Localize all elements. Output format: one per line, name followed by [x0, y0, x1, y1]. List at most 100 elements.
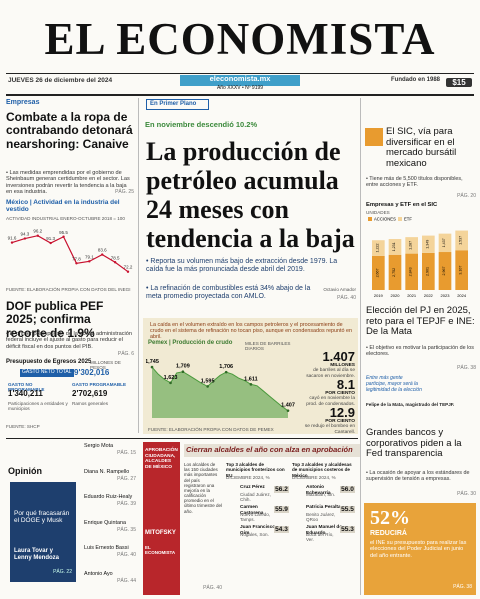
columnist-name: Luis Ernesto Bassi [84, 545, 129, 551]
opinion-title: Por qué fracasarán el DOGE y Musk [14, 510, 70, 525]
bar-label: 1,437 [442, 238, 446, 247]
budget-unit: MILLONES DE PESOS [90, 360, 121, 371]
bar-chart: ACCIONES ETF 2,667 1,222 2019 2,752 1,231 2020 2… [368, 217, 468, 298]
promo-text: el INE su presupuesto para realizar las … [370, 540, 467, 559]
bar-segment [372, 255, 385, 290]
mayor-city: Ciudad Juárez, Chih. [240, 492, 271, 503]
bar-label: 3,107 [459, 266, 463, 275]
page-ref: PÁG. 6 [117, 351, 134, 357]
point [75, 262, 78, 265]
bar-segment [405, 253, 418, 290]
mayor-name: Cruz Pérez [240, 485, 265, 490]
point [126, 270, 130, 273]
bar-segment [372, 240, 385, 256]
headline: El SIC, vía para diversificar en el merc… [386, 126, 457, 169]
column-divider [360, 98, 361, 595]
bar-label: 1,231 [392, 242, 396, 251]
page-ref: PÁG. 35 [117, 526, 136, 533]
budget-item-label: GASTO NO PROGRAMABLE [8, 382, 45, 393]
point [286, 409, 290, 412]
page-ref: PÁG. 38 [453, 584, 472, 590]
budget-item-label: GASTO PROGRAMABLE [72, 382, 127, 387]
promo-value: 52% [370, 507, 410, 529]
main-headline: La producción de petróleo acumula 24 mes… [146, 137, 355, 253]
stat-value: 1.407 [322, 349, 355, 364]
page-ref: PÁG. 30 [457, 491, 476, 497]
bar-segment [388, 254, 402, 290]
page-ref: PÁG. 39 [117, 501, 136, 507]
x-tick-label: 2024 [457, 293, 467, 298]
column-divider [138, 98, 139, 433]
author: Octavio Amador [323, 287, 356, 292]
point [181, 370, 185, 374]
point-label: 72.2 [124, 265, 133, 270]
point [101, 253, 104, 256]
bar-segment [388, 239, 402, 255]
point-label: 83.6 [98, 248, 107, 253]
columnist-name: Eduardo Ruiz-Healy [84, 494, 133, 500]
area-chart: 1,745 1,623 1,709 1,595 1,706 1,611 1,407 [146, 359, 295, 418]
section-label: En Primer Plano [146, 99, 209, 110]
masthead-rule [6, 73, 474, 74]
page-ref: PÁG. 40 [203, 585, 222, 591]
point-label: 79.1 [85, 254, 94, 259]
kicker: En noviembre descendió 10.2% [145, 120, 258, 129]
point-label: 91.3 [46, 236, 55, 241]
section-title: Opinión [8, 466, 42, 476]
x-tick-label: 2020 [391, 293, 401, 298]
survey-band [143, 442, 180, 595]
bar-label: 1,537 [459, 236, 463, 245]
point [206, 385, 209, 388]
point [49, 241, 52, 245]
point [23, 237, 27, 240]
bar-label: 1,222 [375, 244, 379, 253]
survey-intro: Los alcaldes de las 150 ciudades más imp… [184, 462, 223, 514]
point-label: 1,623 [164, 375, 178, 381]
masthead-title: EL ECONOMISTA [44, 14, 436, 64]
page-ref: PÁG. 25 [115, 189, 134, 195]
mayor-name: Antonio Echevarría [306, 485, 331, 496]
legend-swatch [368, 217, 372, 221]
opinion-authors: Laura Tovar y Lenny Mendoza [14, 548, 60, 561]
approval: 56.2 [274, 486, 289, 494]
bullet: • El objetivo es motivar la participació… [366, 345, 474, 358]
source: FUENTE: ELABORACIÓN PROPIA CON DATOS DE … [148, 427, 274, 432]
headline: Grandes bancos y corporativos piden a la… [366, 427, 462, 460]
chart-title: Empresas y ETF en el SIC [366, 202, 438, 208]
point-label: 1,706 [219, 364, 233, 370]
survey-headline: Cierran alcaldes el año con alza en apro… [184, 444, 360, 457]
bar-segment [405, 237, 418, 254]
bullet: • Tiene más de 5,500 títulos disponibles… [366, 176, 463, 189]
point-label: 91.6 [8, 236, 17, 241]
chart-intro: La caída en el volumen extraído en los c… [150, 322, 352, 341]
budget-item-note: Participaciones a entidades y municipios [8, 401, 68, 412]
total-value: 9'302,016 [74, 368, 110, 377]
area [152, 367, 288, 418]
point-label: 94.3 [21, 232, 30, 237]
point-label: 78.5 [111, 255, 120, 260]
bar-segment [422, 235, 435, 253]
mayor-city: Benito Juárez, QRoo [306, 512, 336, 523]
chart-unit: UNIDADES [366, 210, 390, 215]
point-label: 96.2 [33, 229, 42, 234]
columnist-name: Antonio Ayo [84, 570, 113, 577]
columnist-name: Diana N. Rampello [84, 468, 130, 475]
chart-title: Pemex | Producción de crudo [148, 340, 233, 346]
line [11, 235, 129, 273]
mayor-city: Mazatlán, Sin. [306, 492, 336, 497]
stat-text: se redujo el bombeo en Cantarell. [304, 424, 355, 435]
legend-label: ACCIONES [374, 217, 396, 222]
point-label: 1,611 [244, 376, 257, 382]
source: FUENTE: ELABORACIÓN PROPIA CON DATOS DEL… [6, 287, 131, 292]
point [249, 383, 253, 386]
point-label: 1,407 [281, 403, 295, 409]
point [10, 241, 14, 244]
section-icon [365, 128, 383, 146]
site: eleconomista.mx [209, 74, 271, 83]
bar-label: 2,667 [375, 268, 379, 277]
point-label: 1,595 [201, 378, 215, 384]
list-title: Top 3 alcaldes de municipios fronterizos… [226, 462, 285, 478]
mayor-city: Nuevo Laredo, Tamps. [240, 512, 271, 523]
headline: Combate a la ropa de contrabando detonar… [6, 110, 133, 151]
columnist-name: Enrique Quintana [84, 519, 126, 526]
